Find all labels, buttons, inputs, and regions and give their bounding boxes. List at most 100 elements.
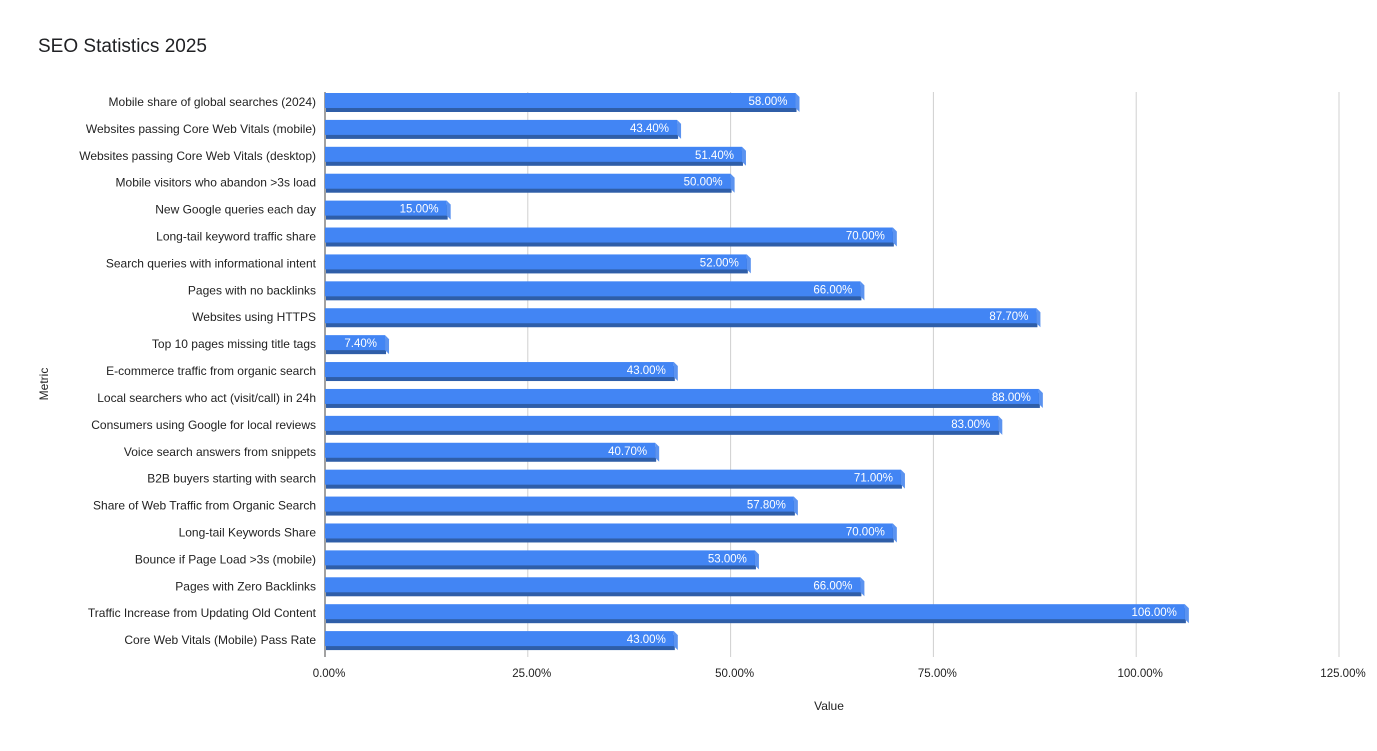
- bar-group: 57.80%: [325, 496, 798, 516]
- bar: [325, 631, 674, 647]
- bar-group: 15.00%: [325, 200, 451, 220]
- data-label: 70.00%: [846, 231, 885, 243]
- x-tick-label: 25.00%: [512, 668, 551, 680]
- bar-group: 43.00%: [325, 631, 678, 651]
- bar-group: 43.40%: [325, 119, 682, 139]
- bar-group: 51.40%: [325, 146, 746, 166]
- category-label: Pages with no backlinks: [188, 283, 316, 297]
- bar: [325, 173, 731, 189]
- bar: [325, 281, 861, 297]
- bar-side: [741, 146, 746, 166]
- bar-side: [900, 469, 905, 489]
- data-label: 15.00%: [400, 204, 439, 216]
- bar-group: 66.00%: [325, 577, 865, 597]
- bar: [325, 415, 999, 431]
- bar-side: [655, 442, 660, 462]
- data-label: 43.40%: [630, 123, 669, 135]
- bar-side: [673, 631, 678, 651]
- bar-group: 50.00%: [325, 173, 735, 193]
- x-tick-label: 125.00%: [1320, 668, 1365, 680]
- category-label: Long-tail keyword traffic share: [156, 230, 316, 244]
- bar-side: [673, 362, 678, 382]
- category-label: Traffic Increase from Updating Old Conte…: [88, 606, 317, 620]
- data-label: 50.00%: [684, 177, 723, 189]
- bar-group: 106.00%: [325, 604, 1189, 624]
- category-label: Mobile share of global searches (2024): [109, 95, 316, 109]
- y-axis-title: Metric: [37, 368, 51, 401]
- bar: [325, 388, 1039, 404]
- bar-side: [385, 335, 390, 355]
- bar-group: 43.00%: [325, 362, 678, 382]
- data-label: 106.00%: [1131, 607, 1176, 619]
- category-label: Share of Web Traffic from Organic Search: [93, 499, 316, 513]
- bar-side: [998, 415, 1003, 435]
- data-label: 71.00%: [854, 473, 893, 485]
- bar: [325, 469, 901, 485]
- data-label: 7.40%: [344, 338, 377, 350]
- data-label: 43.00%: [627, 365, 666, 377]
- category-label: Websites using HTTPS: [192, 310, 316, 324]
- category-label: Top 10 pages missing title tags: [152, 337, 316, 351]
- bar-side: [754, 550, 759, 570]
- category-label: Pages with Zero Backlinks: [175, 579, 316, 593]
- bar: [325, 308, 1037, 324]
- bar-side: [892, 523, 897, 543]
- bar: [325, 577, 861, 593]
- x-tick-label: 50.00%: [715, 668, 754, 680]
- bars: 58.00% 43.40% 51.40% 50.00% 15.00% 70.00% 52.0…: [325, 93, 1189, 651]
- bar-side: [746, 254, 751, 274]
- bar-side: [730, 173, 735, 193]
- bar-group: 70.00%: [325, 523, 897, 543]
- bar: [325, 523, 893, 539]
- bar-group: 58.00%: [325, 93, 800, 112]
- data-label: 83.00%: [951, 419, 990, 431]
- data-label: 53.00%: [708, 553, 747, 565]
- bar-side: [446, 200, 451, 220]
- data-label: 70.00%: [846, 526, 885, 538]
- data-label: 52.00%: [700, 257, 739, 269]
- bar-group: 87.70%: [325, 308, 1041, 328]
- bar: [325, 335, 386, 351]
- category-label: Consumers using Google for local reviews: [91, 418, 316, 432]
- bar-group: 83.00%: [325, 415, 1003, 435]
- bar: [325, 496, 794, 512]
- data-label: 87.70%: [989, 311, 1028, 323]
- bar: [325, 200, 447, 216]
- bar-side: [860, 281, 865, 301]
- x-tick-label: 75.00%: [918, 668, 957, 680]
- category-label: Websites passing Core Web Vitals (deskto…: [79, 149, 316, 163]
- bar-group: 70.00%: [325, 227, 897, 247]
- bar: [325, 119, 678, 135]
- bar-group: 7.40%: [325, 335, 390, 355]
- bar: [325, 362, 674, 378]
- bar-group: 40.70%: [325, 442, 660, 462]
- bar-side: [860, 577, 865, 597]
- category-label: Local searchers who act (visit/call) in …: [97, 391, 316, 405]
- data-label: 51.40%: [695, 150, 734, 162]
- bar: [325, 227, 893, 243]
- bar-side: [1038, 388, 1043, 408]
- bar-group: 71.00%: [325, 469, 905, 489]
- category-label: Voice search answers from snippets: [124, 445, 316, 459]
- chart-title: SEO Statistics 2025: [38, 36, 207, 57]
- x-tick-label: 0.00%: [313, 668, 346, 680]
- bar-side: [793, 496, 798, 516]
- category-label: B2B buyers starting with search: [147, 472, 316, 486]
- bar: [325, 146, 742, 162]
- category-labels: Mobile share of global searches (2024) We…: [79, 95, 316, 647]
- category-label: Long-tail Keywords Share: [179, 525, 317, 539]
- data-label: 58.00%: [748, 96, 787, 108]
- bar-group: 88.00%: [325, 388, 1043, 408]
- bar-group: 66.00%: [325, 281, 865, 301]
- bar: [325, 604, 1185, 620]
- bar-side: [677, 119, 682, 139]
- data-label: 57.80%: [747, 500, 786, 512]
- bar-side: [892, 227, 897, 247]
- category-label: Bounce if Page Load >3s (mobile): [135, 552, 316, 566]
- data-label: 88.00%: [992, 392, 1031, 404]
- x-axis-title: Value: [814, 699, 844, 713]
- category-label: New Google queries each day: [155, 203, 316, 217]
- category-label: Core Web Vitals (Mobile) Pass Rate: [124, 633, 316, 647]
- category-label: Search queries with informational intent: [106, 256, 317, 270]
